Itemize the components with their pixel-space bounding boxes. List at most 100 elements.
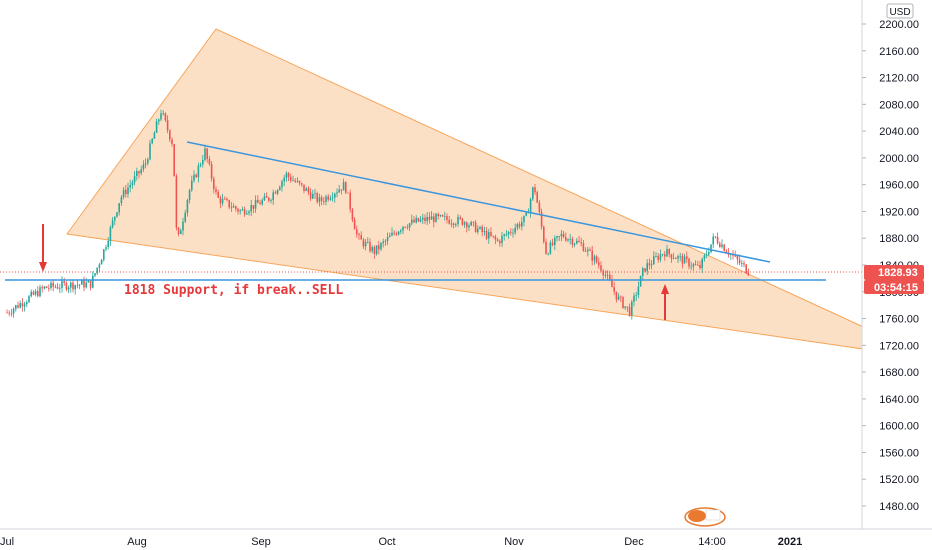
candle-body	[745, 264, 747, 274]
candle-body	[61, 281, 63, 288]
candle-body	[631, 301, 633, 316]
candle-body	[507, 231, 510, 235]
candle-body	[380, 243, 382, 250]
candle-body	[477, 228, 479, 233]
candle-body	[415, 218, 417, 223]
candle-body	[481, 226, 483, 233]
candle-body	[21, 303, 24, 307]
candle-body	[523, 215, 525, 222]
candle-body	[598, 262, 600, 266]
candle-body	[120, 197, 123, 204]
candle-body	[677, 256, 679, 259]
candle-body	[360, 235, 362, 240]
candle-body	[441, 215, 444, 217]
candle-body	[32, 291, 35, 295]
candle-body	[406, 227, 409, 229]
y-tick-label: 2040.00	[879, 126, 919, 138]
candle-body	[613, 287, 615, 292]
candle-body	[164, 113, 167, 121]
candle-body	[265, 196, 268, 198]
x-tick-label: Jul	[0, 536, 14, 548]
candle-body	[424, 217, 426, 222]
candle-body	[679, 255, 681, 257]
candle-body	[743, 263, 745, 265]
candle-body	[191, 180, 193, 190]
candle-body	[389, 235, 391, 238]
candle-body	[437, 214, 439, 217]
candle-body	[369, 241, 371, 252]
candle-body	[105, 247, 107, 250]
candle-body	[386, 237, 389, 241]
candle-body	[166, 120, 169, 131]
candle-body	[639, 275, 642, 287]
candle-body	[527, 212, 530, 214]
candle-body	[514, 227, 516, 233]
candle-body	[186, 199, 189, 213]
candle-body	[30, 291, 32, 297]
candle-body	[595, 256, 598, 263]
y-tick-label: 1760.00	[879, 314, 919, 326]
candle-body	[364, 242, 367, 247]
x-tick-group: Jul Aug Sep Oct Nov Dec 14:00 2021	[0, 536, 802, 548]
candle-body	[461, 218, 464, 225]
candle-body	[272, 192, 274, 200]
last-price-badge	[864, 265, 924, 280]
candle-body	[342, 182, 345, 191]
y-tick-label: 1680.00	[879, 367, 919, 379]
candle-body	[138, 171, 140, 174]
candle-body	[518, 224, 521, 227]
candle-body	[147, 159, 149, 164]
candle-body	[633, 295, 635, 302]
candle-body	[235, 206, 237, 209]
candle-body	[675, 258, 677, 259]
x-tick-label: Oct	[378, 536, 395, 548]
candle-body	[215, 189, 217, 192]
candle-body	[303, 184, 305, 191]
candle-body	[593, 256, 596, 261]
x-tick-label: Sep	[251, 536, 271, 548]
candle-body	[512, 232, 514, 234]
candle-body	[195, 174, 197, 178]
candle-body	[488, 232, 490, 239]
price-axis	[862, 0, 932, 529]
candle-body	[721, 244, 723, 248]
candle-body	[103, 249, 105, 260]
candle-body	[340, 189, 343, 191]
candle-body	[620, 296, 622, 298]
x-tick-label: Nov	[504, 536, 524, 548]
candle-body	[549, 242, 552, 254]
candle-body	[499, 240, 501, 244]
candle-body	[591, 250, 593, 261]
candle-body	[107, 241, 109, 248]
candle-body	[151, 138, 153, 144]
candle-body	[353, 219, 356, 230]
countdown-label: 03:54:15	[874, 282, 918, 294]
candle-body	[287, 173, 290, 177]
candle-body	[455, 224, 457, 225]
candle-body	[305, 188, 307, 191]
candle-body	[81, 280, 83, 285]
y-tick-label: 2000.00	[879, 153, 919, 165]
candle-body	[45, 286, 48, 288]
candle-body	[52, 282, 54, 287]
y-tick-label: 2120.00	[879, 73, 919, 85]
candle-body	[668, 249, 670, 255]
candle-body	[600, 265, 602, 271]
candle-body	[573, 243, 576, 245]
candle-body	[290, 176, 292, 181]
candle-body	[206, 148, 208, 159]
candle-body	[545, 241, 547, 254]
candle-body	[683, 256, 686, 264]
candle-body	[602, 270, 604, 276]
candle-body	[576, 240, 578, 244]
candle-body	[162, 113, 164, 115]
y-tick-label: 1520.00	[879, 474, 919, 486]
candle-body	[474, 222, 477, 233]
candle-body	[241, 209, 244, 211]
candle-body	[705, 254, 708, 256]
candle-body	[402, 226, 404, 231]
candle-body	[193, 174, 195, 181]
candle-body	[547, 253, 549, 255]
y-tick-label: 1720.00	[879, 340, 919, 352]
